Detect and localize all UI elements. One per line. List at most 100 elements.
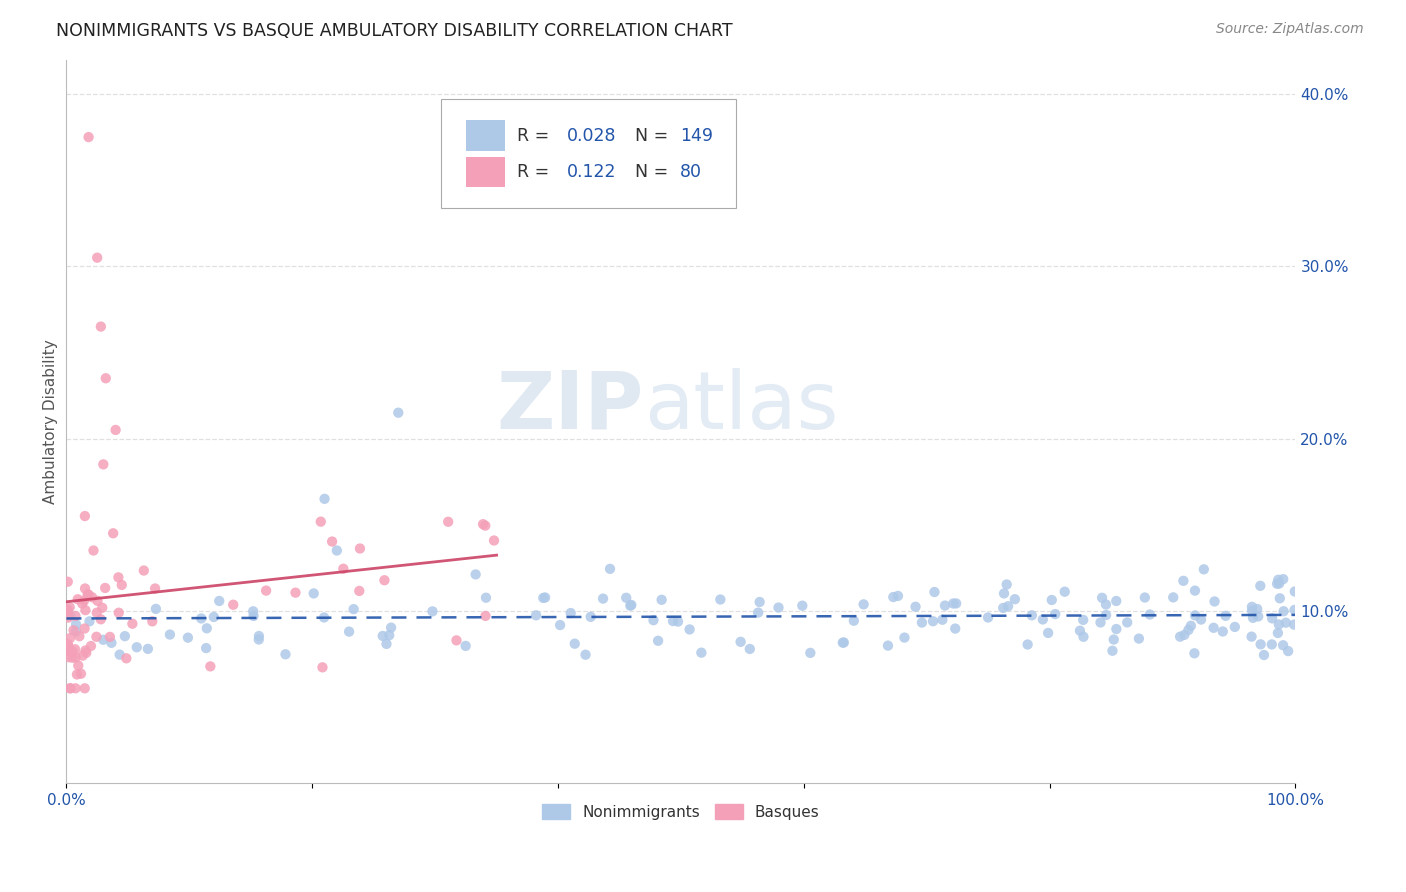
Point xyxy=(67,629,90,643)
Point xyxy=(56,605,79,619)
Point xyxy=(73,582,96,596)
Point xyxy=(1261,637,1284,651)
Point xyxy=(893,631,915,645)
Point xyxy=(59,631,82,645)
Point xyxy=(831,635,853,649)
Point xyxy=(1267,626,1289,640)
Point xyxy=(58,639,80,653)
Point xyxy=(91,600,114,615)
Point xyxy=(1277,644,1299,658)
Point xyxy=(709,592,731,607)
Point xyxy=(1282,617,1305,632)
Point xyxy=(107,606,129,620)
Point xyxy=(56,643,79,657)
Point xyxy=(141,615,163,629)
Point xyxy=(832,635,855,649)
Point xyxy=(942,597,965,611)
Point xyxy=(1101,644,1123,658)
Point xyxy=(1105,622,1128,636)
Point xyxy=(768,600,790,615)
Point xyxy=(1095,607,1118,622)
Point xyxy=(1184,583,1206,598)
Point xyxy=(80,639,103,653)
Point xyxy=(222,598,245,612)
Point xyxy=(911,615,934,630)
Point xyxy=(1073,630,1095,644)
Point xyxy=(311,660,333,674)
Point xyxy=(86,251,108,265)
Point xyxy=(474,608,496,623)
Point xyxy=(91,458,114,472)
Point xyxy=(852,598,875,612)
Point xyxy=(620,598,643,612)
Point xyxy=(73,681,96,696)
Point xyxy=(482,533,505,548)
Point xyxy=(202,610,225,624)
Point xyxy=(73,622,96,636)
Point xyxy=(1268,576,1291,591)
Point xyxy=(1069,624,1091,638)
Point xyxy=(82,543,104,558)
Point xyxy=(208,594,231,608)
Point xyxy=(904,599,927,614)
Point xyxy=(592,591,614,606)
Point xyxy=(132,564,155,578)
Point xyxy=(1268,617,1291,632)
Point xyxy=(115,651,138,665)
Text: NONIMMIGRANTS VS BASQUE AMBULATORY DISABILITY CORRELATION CHART: NONIMMIGRANTS VS BASQUE AMBULATORY DISAB… xyxy=(56,22,733,40)
Point xyxy=(524,608,547,623)
Text: R =: R = xyxy=(517,162,561,181)
Point xyxy=(1272,638,1295,652)
Point xyxy=(145,602,167,616)
Point xyxy=(472,517,495,532)
Point xyxy=(924,585,946,599)
Point xyxy=(90,319,112,334)
Point xyxy=(337,624,360,639)
Point xyxy=(647,633,669,648)
Text: N =: N = xyxy=(624,127,673,145)
Point xyxy=(65,650,87,665)
Point xyxy=(349,541,371,556)
Point xyxy=(375,637,398,651)
FancyBboxPatch shape xyxy=(465,120,505,151)
Point xyxy=(387,406,409,420)
FancyBboxPatch shape xyxy=(441,99,737,208)
Point xyxy=(136,641,159,656)
Point xyxy=(579,609,602,624)
Point xyxy=(1177,623,1199,637)
Point xyxy=(121,616,143,631)
Y-axis label: Ambulatory Disability: Ambulatory Disability xyxy=(44,339,58,504)
Point xyxy=(59,681,82,696)
Point xyxy=(371,629,394,643)
Point xyxy=(1173,628,1195,642)
Point xyxy=(73,509,96,524)
Point xyxy=(380,621,402,635)
Point xyxy=(75,603,97,617)
Point xyxy=(58,610,80,624)
Point xyxy=(77,587,100,601)
Point xyxy=(977,610,1000,624)
Point xyxy=(349,583,371,598)
Point xyxy=(599,562,621,576)
Point xyxy=(75,646,97,660)
Point xyxy=(100,636,122,650)
Point xyxy=(1161,591,1184,605)
Point xyxy=(922,614,945,628)
Point xyxy=(332,562,354,576)
Point xyxy=(997,599,1019,614)
Point xyxy=(564,637,586,651)
Point xyxy=(945,597,967,611)
Point xyxy=(474,518,496,533)
Point xyxy=(76,588,98,602)
Point xyxy=(454,639,477,653)
Point xyxy=(79,615,101,629)
Point xyxy=(58,650,80,665)
Point xyxy=(993,601,1015,615)
FancyBboxPatch shape xyxy=(465,156,505,187)
Text: atlas: atlas xyxy=(644,368,838,446)
Point xyxy=(1223,620,1246,634)
Point xyxy=(200,659,222,673)
Point xyxy=(242,609,264,624)
Point xyxy=(94,371,117,385)
Point xyxy=(90,612,112,626)
